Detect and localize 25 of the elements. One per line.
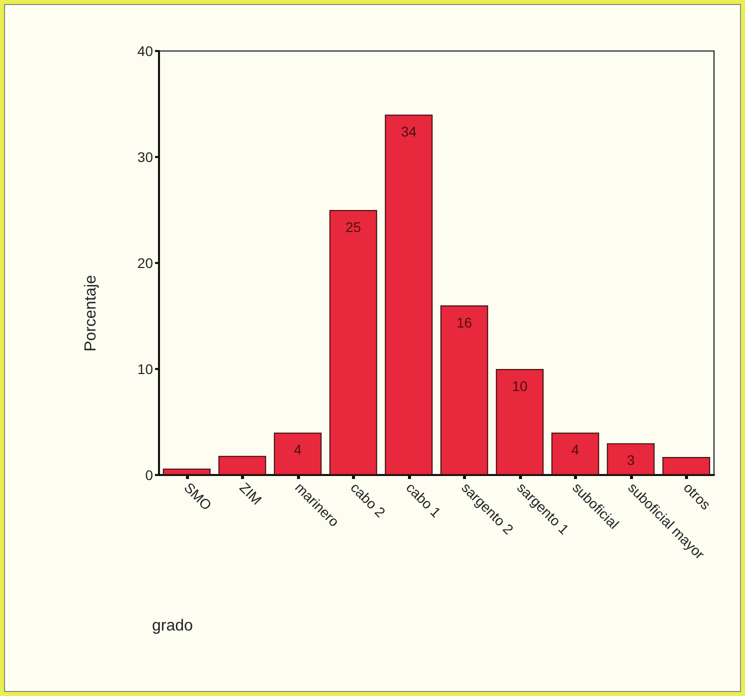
y-tick-label: 30 (137, 149, 154, 165)
y-axis-title: Porcentaje (82, 274, 100, 352)
y-tick-label: 10 (137, 361, 154, 377)
bar (496, 369, 544, 475)
bar (218, 456, 266, 475)
bar (440, 305, 488, 475)
y-tick-label: 40 (137, 43, 154, 59)
bar (329, 210, 378, 475)
bar (606, 443, 655, 475)
bar (662, 456, 710, 475)
x-tick-label: ZIM (236, 479, 265, 508)
data-label: 4 (294, 442, 302, 458)
data-label: 25 (345, 219, 362, 235)
data-label: 4 (571, 442, 580, 458)
y-tick-label: 0 (145, 467, 154, 483)
data-label: 34 (400, 124, 417, 140)
bar (162, 468, 211, 475)
data-label: 3 (626, 452, 635, 468)
bar (384, 114, 433, 475)
y-tick-label: 20 (137, 255, 154, 271)
x-axis-title: grado (152, 618, 194, 634)
data-label: 16 (456, 314, 472, 330)
bar (551, 432, 600, 475)
bar (274, 432, 322, 475)
data-label: 10 (512, 378, 528, 394)
